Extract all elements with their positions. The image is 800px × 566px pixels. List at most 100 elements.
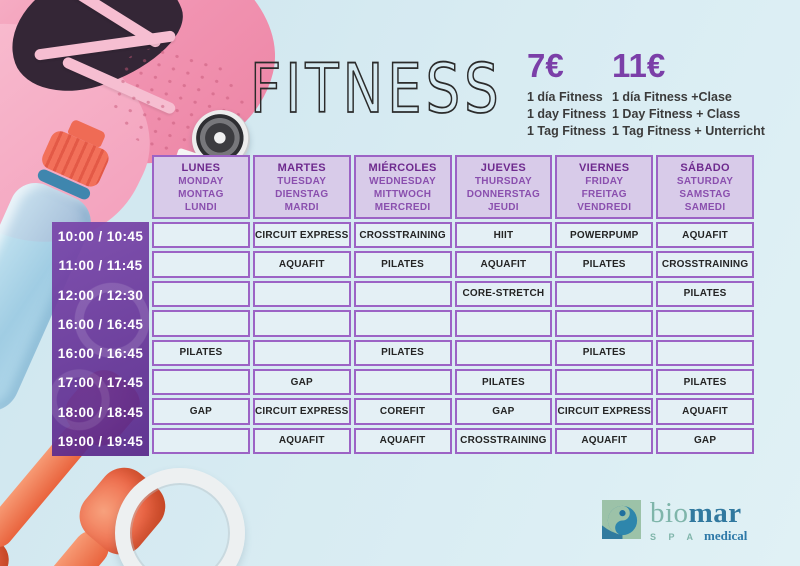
class-cell-gap: GAP [454,398,553,425]
price-amount: 11€ [612,47,666,84]
day-header-wednesday: MIÉRCOLES WEDNESDAY MITTWOCH MERCREDI [353,155,452,219]
day-header-saturday: SÁBADO SATURDAY SAMSTAG SAMEDI [656,155,754,219]
day-header-line: TUESDAY [277,175,327,187]
logo-text: biomar S P A medical [650,497,747,544]
class-cell-empty [353,280,452,308]
class-cell-pilates: PILATES [656,280,754,308]
class-cell-pilates: PILATES [656,368,754,396]
class-cell-gap: GAP [252,368,351,396]
price-block-7: 7€ 1 día Fitness 1 day Fitness 1 Tag Fit… [527,48,606,140]
day-header-line: WEDNESDAY [369,175,436,187]
price-line: 1 Tag Fitness [527,124,606,138]
logo-spa: S P A [650,532,699,542]
class-cell-aquafit: AQUAFIT [656,222,754,249]
class-cell-empty [656,339,754,366]
class-cell-circuit-express: CIRCUIT EXPRESS [252,222,351,249]
logo-bio: bio [650,497,689,529]
day-header-line: LUNDI [184,201,217,213]
class-cell-empty [152,280,250,308]
time-column: 10:00 / 10:45 11:00 / 11:45 12:00 / 12:30 1… [52,222,149,456]
logo-mar: mar [688,497,742,529]
price-line: 1 día Fitness +Clase [612,90,732,104]
class-cell-circuit-express: CIRCUIT EXPRESS [252,398,351,425]
day-header-line: VIERNES [579,161,630,174]
class-cell-empty [152,427,250,455]
class-cell-crosstraining: CROSSTRAINING [353,222,452,249]
class-cell-empty [252,310,351,337]
class-cell-empty [353,368,452,396]
time-slot: 16:00 / 16:45 [57,316,144,332]
class-cell-pilates: PILATES [555,339,654,366]
time-slot: 17:00 / 17:45 [57,375,144,391]
class-cell-empty [152,222,250,249]
day-header-line: SAMEDI [684,201,726,213]
class-cell-aquafit: AQUAFIT [252,251,351,278]
day-header-line: JUEVES [480,161,527,174]
class-cell-empty [555,368,654,396]
class-cell-empty [152,368,250,396]
class-cell-empty [252,280,351,308]
day-header-line: FREITAG [581,188,627,200]
day-header-line: SAMSTAG [679,188,731,200]
time-slot: 16:00 / 16:45 [57,346,144,362]
biomar-logo: biomar S P A medical [602,497,747,544]
day-header-monday: LUNES MONDAY MONTAG LUNDI [152,155,250,219]
day-header-line: MERCREDI [374,201,431,213]
day-header-line: MITTWOCH [373,188,432,200]
time-slot: 19:00 / 19:45 [57,433,144,449]
day-header-line: LUNES [181,161,221,174]
class-cell-crosstraining: CROSSTRAINING [454,427,553,455]
class-cell-aquafit: AQUAFIT [252,427,351,455]
class-cell-pilates: PILATES [454,368,553,396]
class-cell-gap: GAP [656,427,754,455]
price-amount: 7€ [527,47,564,84]
class-cell-crosstraining: CROSSTRAINING [656,251,754,278]
class-cell-pilates: PILATES [353,339,452,366]
class-cell-empty [656,310,754,337]
page-title: FITNESS [249,49,503,130]
class-cell-powerpump: POWERPUMP [555,222,654,249]
class-cell-aquafit: AQUAFIT [656,398,754,425]
class-cell-empty [152,310,250,337]
schedule-table: 10:00 / 10:45 11:00 / 11:45 12:00 / 12:30 1… [52,155,754,461]
price-line: 1 día Fitness [527,90,603,104]
day-header-line: DONNERSTAG [466,188,541,200]
class-cell-core-stretch: CORE-STRETCH [454,280,553,308]
day-header-line: MIÉRCOLES [368,161,437,174]
logo-wave-icon [602,500,641,539]
class-cell-pilates: PILATES [353,251,452,278]
time-slot: 10:00 / 10:45 [57,229,144,245]
logo-name: biomar [650,497,747,529]
day-header-line: MONTAG [178,188,224,200]
class-cell-empty [252,339,351,366]
class-cell-hiit: HIIT [454,222,553,249]
price-description: 1 día Fitness +Clase 1 Day Fitness + Cla… [612,89,765,140]
day-header-line: THURSDAY [474,175,532,187]
price-description: 1 día Fitness 1 day Fitness 1 Tag Fitnes… [527,89,606,140]
price-block-11: 11€ 1 día Fitness +Clase 1 Day Fitness +… [612,48,765,140]
price-line: 1 Tag Fitness + Unterricht [612,124,765,138]
day-header-line: MARTES [277,161,326,174]
time-slot: 11:00 / 11:45 [58,258,143,274]
class-cell-aquafit: AQUAFIT [555,427,654,455]
class-cell-empty [555,310,654,337]
day-header-line: FRIDAY [585,175,624,187]
price-line: 1 day Fitness [527,107,607,121]
class-cell-aquafit: AQUAFIT [454,251,553,278]
day-header-line: MARDI [284,201,319,213]
class-cell-gap: GAP [152,398,250,425]
price-line: 1 Day Fitness + Class [612,107,741,121]
class-cell-pilates: PILATES [152,339,250,366]
day-header-line: SÁBADO [680,161,730,174]
day-header-line: VENDREDI [577,201,632,213]
class-cell-empty [555,280,654,308]
schedule-days-grid: LUNES MONDAY MONTAG LUNDI MARTES TUESDAY DIENS… [152,155,754,455]
class-cell-aquafit: AQUAFIT [353,427,452,455]
day-header-line: SATURDAY [676,175,734,187]
day-header-line: JEUDI [487,201,519,213]
day-header-friday: VIERNES FRIDAY FREITAG VENDREDI [555,155,654,219]
time-slot: 18:00 / 18:45 [57,404,144,420]
class-cell-empty [152,251,250,278]
class-cell-pilates: PILATES [555,251,654,278]
